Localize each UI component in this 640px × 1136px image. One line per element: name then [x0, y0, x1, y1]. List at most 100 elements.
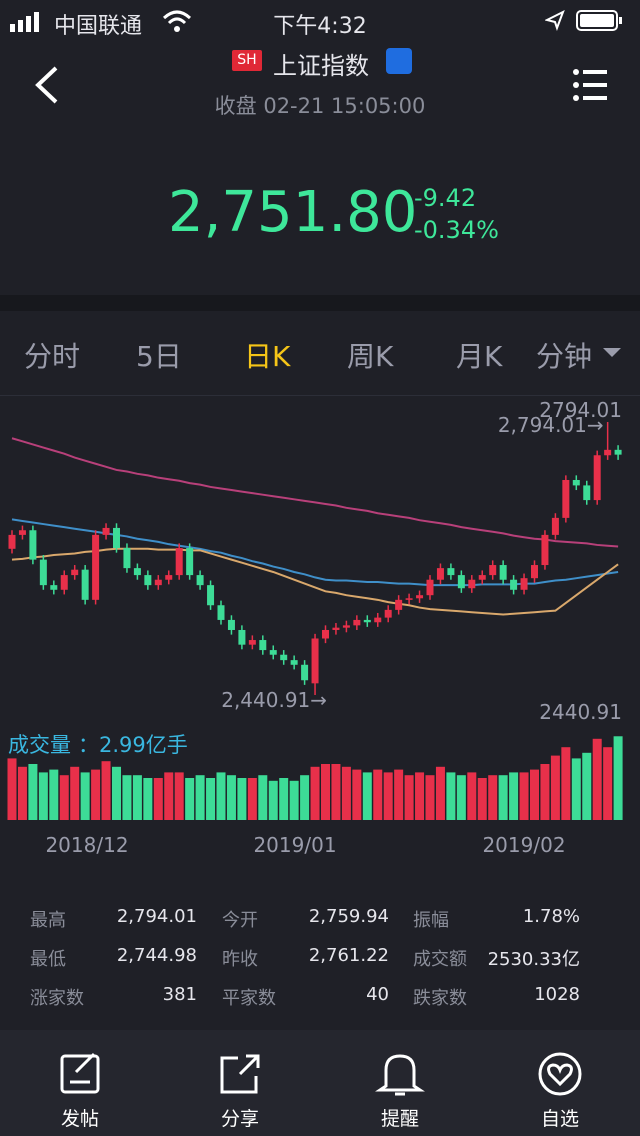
candle-body — [175, 548, 183, 576]
volume-bar — [226, 775, 236, 820]
candle-body — [301, 664, 309, 681]
stat-value: 2530.33亿 — [487, 949, 580, 970]
tab-active[interactable]: 日K — [244, 340, 291, 373]
tab[interactable]: 分钟 — [536, 340, 593, 373]
volume-bar — [592, 738, 602, 820]
volume-bar — [112, 766, 121, 820]
volume-bar — [91, 769, 101, 820]
stat-value: 2,761.22 — [308, 945, 389, 966]
index-subtitle: 收盘 02-21 15:05:00 — [214, 94, 426, 118]
candle-body — [165, 575, 173, 580]
volume-bar — [352, 769, 362, 820]
x-tick-label: 2018/12 — [45, 833, 128, 857]
candle-body — [71, 569, 79, 576]
volume-bar — [310, 766, 320, 820]
tab[interactable]: 5日 — [136, 340, 182, 373]
candle-body — [353, 619, 361, 626]
candle-body — [520, 578, 528, 590]
stat-value: 1.78% — [522, 906, 580, 927]
nav-item[interactable]: 自选 — [540, 1108, 579, 1130]
x-tick-label: 2019/01 — [253, 833, 336, 857]
candle-body — [499, 565, 507, 580]
status-carrier: 中国联通 — [54, 14, 143, 39]
volume-bar — [488, 775, 498, 820]
volume-bar — [540, 764, 550, 820]
volume-bar — [415, 772, 425, 820]
volume-bar — [341, 766, 351, 820]
volume-bar — [571, 758, 581, 820]
volume-value: ：2.99亿手 — [78, 733, 188, 757]
candle-body — [81, 569, 89, 600]
candle-body — [604, 449, 612, 456]
tab[interactable]: 周K — [347, 340, 394, 373]
volume-bar — [477, 778, 487, 820]
candle-body — [332, 627, 340, 630]
candle-body — [426, 579, 434, 596]
nav-item[interactable]: 发帖 — [60, 1108, 99, 1130]
volume-bar — [394, 769, 404, 820]
candle-body — [39, 559, 47, 586]
tab[interactable]: 分时 — [24, 340, 81, 373]
y-tick-label: 2440.91 — [539, 700, 622, 724]
volume-bar — [28, 764, 38, 820]
volume-bar — [268, 780, 278, 820]
nav-item[interactable]: 分享 — [220, 1108, 259, 1130]
candle-body — [207, 585, 215, 606]
candle-body — [92, 534, 100, 600]
back-button[interactable] — [34, 66, 60, 104]
signal-icon — [10, 12, 39, 32]
volume-bar — [70, 766, 80, 820]
stat-value: 2,794.01 — [116, 906, 197, 927]
candle-body — [60, 575, 68, 590]
volume-bar — [185, 778, 195, 820]
candle-body — [593, 455, 601, 501]
candle-body — [227, 619, 235, 630]
stat-label: 成交额 — [413, 949, 467, 970]
candle-body — [489, 565, 497, 576]
candle-body — [395, 599, 403, 610]
candle-body — [457, 575, 465, 589]
volume-bar — [456, 775, 466, 820]
candle-body — [50, 585, 58, 590]
volume-bar — [237, 778, 247, 820]
volume-bar — [101, 761, 111, 820]
volume-bar — [467, 772, 477, 820]
volume-bar — [509, 772, 519, 820]
volume-bar — [498, 775, 508, 820]
menu-button[interactable] — [572, 68, 608, 102]
candle-body — [447, 568, 455, 576]
volume-bar — [331, 764, 341, 820]
candle-body — [416, 595, 424, 599]
index-title: 上证指数 — [273, 52, 369, 80]
candle-body — [238, 629, 246, 645]
tab[interactable]: 月K — [456, 340, 503, 373]
ma-line — [11, 437, 619, 548]
candle-body — [29, 530, 37, 560]
volume-bar — [38, 772, 48, 820]
candle-body — [311, 638, 319, 684]
bottom-nav — [0, 1030, 640, 1136]
candle-body — [269, 650, 277, 655]
volume-bar — [425, 775, 435, 820]
stat-label: 昨收 — [222, 949, 258, 970]
candle-body — [113, 527, 120, 549]
stat-label: 最高 — [30, 910, 66, 931]
candle-body — [583, 485, 591, 501]
kline-chart: 2,794.01→ 2,440.91→ 2440.91 2794.01 成交量 ：2.99… — [7, 398, 623, 857]
nav-item[interactable]: 提醒 — [380, 1108, 419, 1130]
candle-body — [572, 479, 580, 486]
stat-value: 2,759.94 — [308, 906, 389, 927]
candle-body — [217, 605, 225, 620]
candle-body — [541, 534, 549, 566]
candle-body — [280, 654, 288, 661]
stat-label: 跌家数 — [413, 988, 467, 1009]
market-badge: SH — [232, 50, 262, 71]
blue-badge[interactable] — [386, 48, 412, 74]
candle-body — [342, 625, 350, 628]
volume-bar — [206, 778, 216, 820]
candle-body — [322, 629, 329, 639]
volume-bar — [279, 778, 289, 820]
low-annotation: 2,440.91→ — [221, 688, 327, 712]
volume-bar — [258, 775, 268, 820]
